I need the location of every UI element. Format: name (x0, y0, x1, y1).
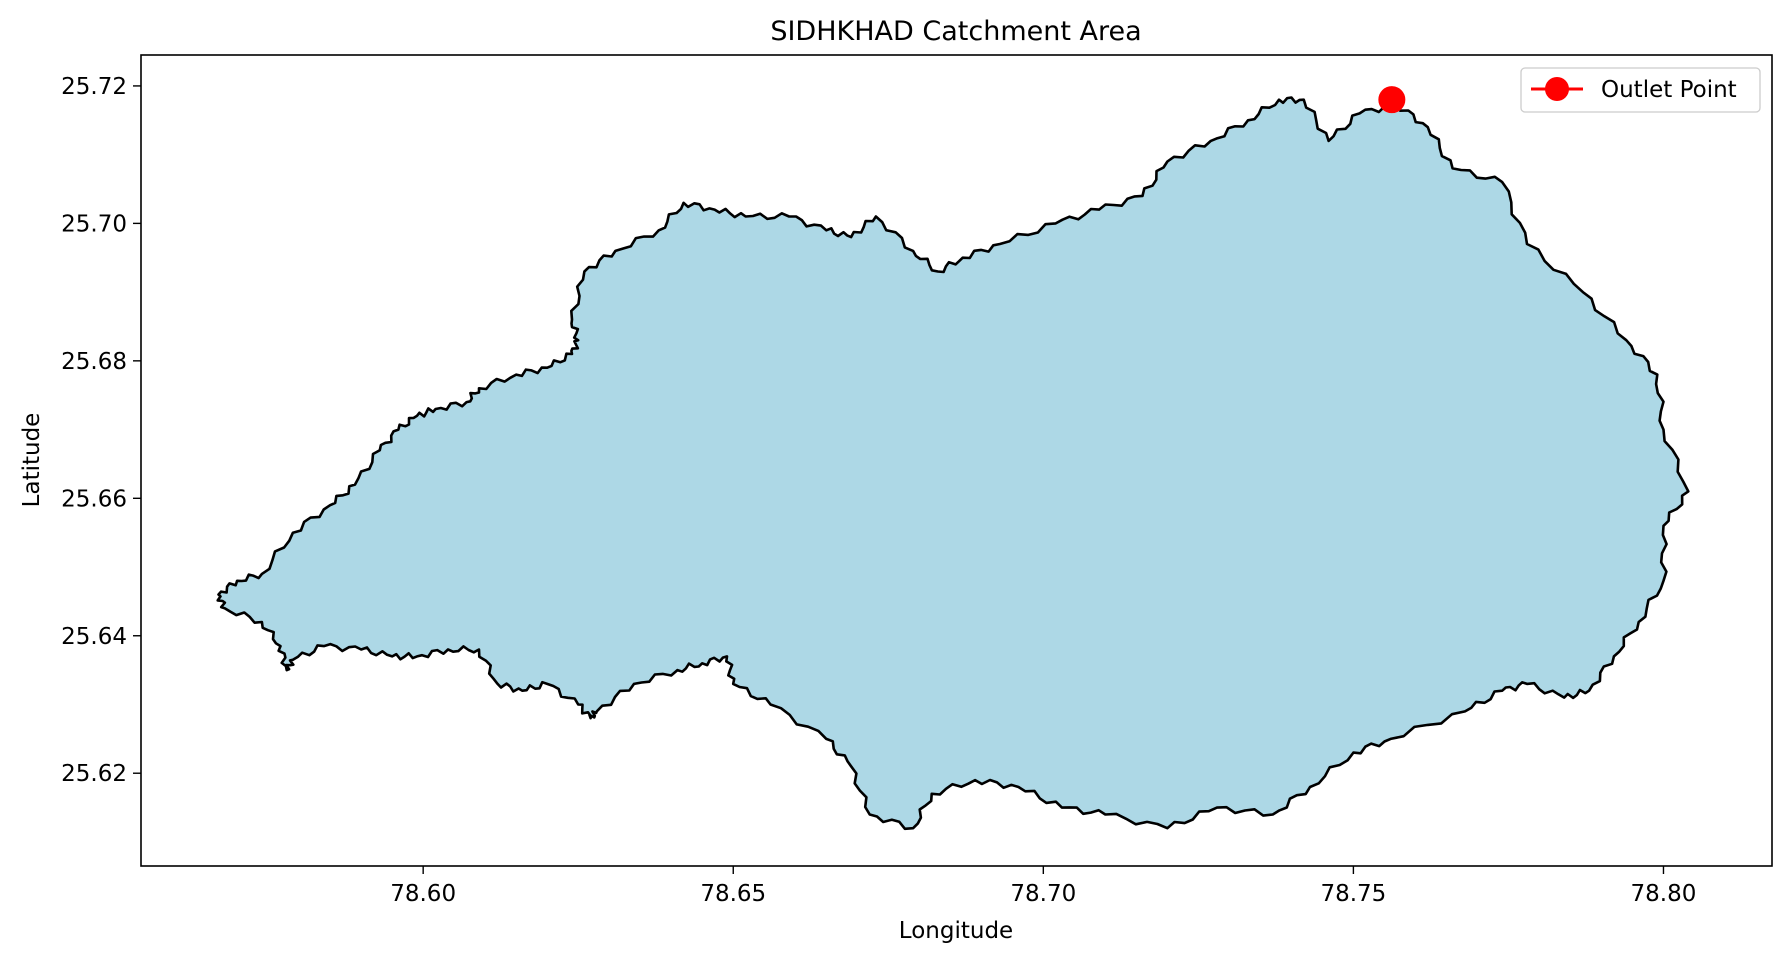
x-tick-label: 78.75 (1320, 881, 1386, 907)
legend-entry-outlet-point: Outlet Point (1601, 77, 1737, 103)
x-tick-label: 78.60 (390, 881, 456, 907)
y-tick-label: 25.64 (61, 624, 127, 650)
plot-area-frame (140, 54, 1773, 867)
y-axis-label: Latitude (19, 413, 45, 508)
x-tick-label: 78.80 (1631, 881, 1697, 907)
legend-frame (1520, 67, 1761, 113)
outlet-point-marker (1378, 86, 1406, 114)
y-tick-label: 25.66 (61, 486, 127, 512)
catchment-area-polygon (216, 96, 1690, 831)
y-tick-label: 25.70 (61, 211, 127, 237)
legend: Outlet Point (1520, 67, 1761, 113)
x-axis: 78.60 78.65 78.70 78.75 78.80 (390, 866, 1696, 907)
y-axis: 25.62 25.64 25.66 25.68 25.70 25.72 (61, 74, 141, 787)
x-tick-label: 78.65 (700, 881, 766, 907)
chart-title: SIDHKHAD Catchment Area (770, 16, 1141, 47)
legend-marker-icon (1545, 77, 1569, 101)
y-tick-label: 25.68 (61, 349, 127, 375)
y-tick-label: 25.62 (61, 761, 127, 787)
x-axis-label: Longitude (899, 918, 1013, 944)
x-tick-label: 78.70 (1010, 881, 1076, 907)
y-tick-label: 25.72 (61, 74, 127, 100)
